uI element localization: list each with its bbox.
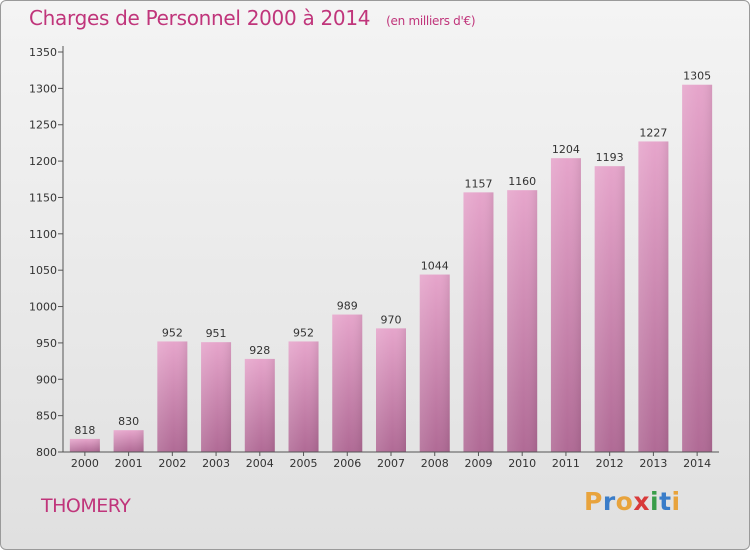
bar-value-label: 951 [206,327,227,340]
bar-value-label: 818 [74,424,95,437]
bar-value-label: 1305 [683,70,711,83]
bar-value-label: 952 [293,326,314,339]
y-tick-label: 1200 [29,155,57,168]
logo-letter: i [650,487,660,516]
bar-value-label: 928 [249,344,270,357]
y-tick-label: 800 [36,446,57,459]
x-tick-label: 2013 [639,457,667,470]
logo-letter: t [659,487,672,516]
bar-shade [157,341,188,452]
bar-value-label: 989 [337,300,358,313]
proxiti-logo: Proxiti [584,487,681,516]
bar-shade [332,314,363,452]
y-tick-label: 950 [36,337,57,350]
bar-value-label: 1044 [421,260,449,273]
x-tick-label: 2010 [508,457,536,470]
bar-shade [244,358,275,452]
bar-value-label: 830 [118,415,139,428]
logo-letter: r [602,487,616,516]
chart-title: Charges de Personnel 2000 à 2014 (en mill… [29,6,476,30]
bar-shade [288,341,319,452]
chart-unit: (en milliers d'€) [386,14,476,28]
bar-shade [507,190,538,452]
bar-shade [113,430,144,452]
logo-letter: i [671,487,681,516]
bar-shade [682,84,713,453]
y-tick-label: 1250 [29,119,57,132]
y-tick-label: 1000 [29,301,57,314]
bar-shade [463,192,494,452]
x-tick-label: 2004 [246,457,274,470]
y-tick-label: 1050 [29,264,57,277]
bar-shade [376,328,406,452]
y-tick-label: 1350 [29,46,57,59]
bar-shade [419,274,450,452]
x-tick-label: 2000 [71,457,99,470]
x-tick-label: 2001 [115,457,143,470]
logo-letter: P [584,487,603,516]
x-tick-label: 2002 [158,457,186,470]
y-tick-label: 850 [36,410,57,423]
bar-value-label: 1160 [508,175,536,188]
y-tick-label: 1100 [29,228,57,241]
y-tick-label: 900 [36,373,57,386]
x-tick-label: 2007 [377,457,405,470]
x-tick-label: 2008 [421,457,449,470]
bar-shade [201,342,232,452]
x-tick-label: 2012 [596,457,624,470]
x-tick-label: 2006 [333,457,361,470]
y-tick-label: 1150 [29,191,57,204]
x-tick-label: 2005 [290,457,318,470]
bar-value-label: 952 [162,326,183,339]
bar-shade [69,438,100,452]
bar-value-label: 970 [381,313,402,326]
chart-title-text: Charges de Personnel 2000 à 2014 [29,6,371,30]
bar-shade [594,166,625,452]
commune-name: THOMERY [41,495,131,517]
bar-value-label: 1193 [596,151,624,164]
x-tick-label: 2003 [202,457,230,470]
x-tick-label: 2011 [552,457,580,470]
bar-shade [638,141,669,453]
bar-value-label: 1204 [552,143,580,156]
x-tick-label: 2009 [464,457,492,470]
logo-letter: o [615,487,634,516]
logo-letter: x [633,487,650,516]
x-tick-label: 2014 [683,457,711,470]
y-tick-label: 1300 [29,82,57,95]
bar-shade [550,158,581,452]
bar-value-label: 1227 [639,126,667,139]
bar-value-label: 1157 [464,177,492,190]
